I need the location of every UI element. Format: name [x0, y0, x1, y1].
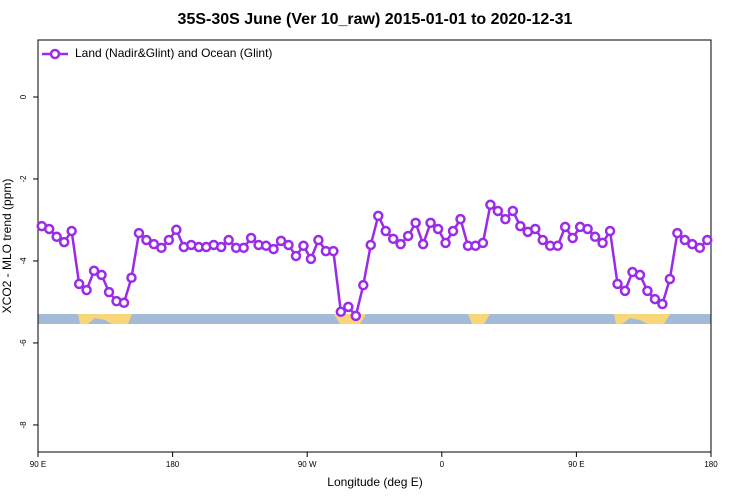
data-point — [283, 239, 294, 251]
data-point — [597, 237, 608, 249]
x-tick-label: 90 W — [298, 460, 317, 469]
legend-marker — [49, 48, 61, 60]
data-point — [485, 199, 496, 211]
data-point — [604, 225, 616, 237]
data-point — [350, 310, 362, 322]
data-point — [612, 278, 623, 290]
data-point — [343, 301, 354, 313]
data-point — [657, 298, 668, 310]
data-point — [642, 285, 653, 297]
data-point — [380, 225, 391, 237]
data-point — [387, 233, 399, 245]
data-point — [118, 297, 130, 309]
data-point — [477, 237, 489, 249]
data-point — [88, 265, 100, 277]
data-point — [58, 236, 70, 248]
data-point — [163, 234, 175, 246]
data-point — [619, 285, 631, 297]
legend-label: Land (Nadir&Glint) and Ocean (Glint) — [75, 46, 272, 60]
data-point — [402, 230, 414, 242]
data-point — [141, 234, 152, 246]
data-point — [432, 223, 444, 235]
data-point — [298, 240, 309, 252]
plot-frame — [37, 39, 712, 453]
data-point — [51, 231, 62, 243]
x-tick-label: 90 E — [30, 460, 46, 469]
y-tick-label: -2 — [19, 175, 28, 183]
y-tick-label: -4 — [19, 257, 28, 265]
data-point — [365, 239, 377, 251]
data-point — [440, 237, 451, 249]
data-point — [313, 234, 324, 246]
data-point — [552, 240, 563, 252]
data-point — [171, 224, 182, 236]
data-point — [223, 234, 234, 246]
y-axis-label: XCO2 - MLO trend (ppm) — [0, 179, 14, 314]
data-point — [694, 242, 706, 254]
data-point — [672, 227, 683, 239]
land-shape — [614, 314, 670, 324]
x-tick-label: 180 — [166, 460, 180, 469]
data-point — [133, 227, 145, 239]
data-point — [305, 253, 317, 265]
data-point — [500, 213, 511, 225]
data-point — [358, 279, 369, 291]
data-point — [395, 238, 406, 250]
data-point — [492, 205, 504, 217]
data-point — [103, 286, 115, 298]
land-shape — [78, 314, 132, 324]
chart-title: 35S-30S June (Ver 10_raw) 2015-01-01 to … — [178, 11, 573, 28]
y-tick-label: -6 — [19, 339, 28, 347]
data-point — [238, 242, 249, 254]
data-point — [81, 284, 92, 296]
data-point — [515, 220, 526, 232]
data-point — [73, 278, 85, 290]
data-point — [567, 232, 578, 244]
data-point — [335, 306, 347, 318]
data-point — [634, 269, 646, 281]
data-point — [372, 210, 384, 222]
land-ocean-strip — [38, 314, 711, 324]
data-point — [702, 234, 713, 246]
data-point — [96, 269, 107, 281]
land-shape — [468, 314, 490, 324]
data-point — [582, 223, 593, 235]
data-point — [66, 225, 77, 237]
x-tick-label: 0 — [440, 460, 445, 469]
y-tick-label: -8 — [19, 421, 28, 429]
data-point — [664, 273, 676, 285]
data-point — [537, 234, 548, 246]
data-point — [410, 217, 421, 229]
x-axis-label: Longitude (deg E) — [327, 475, 422, 489]
data-point — [455, 213, 466, 225]
data-point — [290, 250, 302, 262]
data-point — [245, 232, 257, 244]
data-point — [126, 272, 137, 284]
data-point — [417, 238, 429, 250]
data-point — [530, 223, 541, 235]
x-tick-label: 90 E — [568, 460, 584, 469]
x-tick-label: 180 — [704, 460, 718, 469]
data-point — [156, 242, 167, 254]
data-point — [328, 245, 339, 257]
data-point — [215, 241, 227, 253]
y-tick-label: 0 — [19, 94, 28, 99]
data-point — [649, 293, 661, 305]
data-point — [425, 217, 436, 229]
data-point — [559, 221, 571, 233]
data-point — [447, 225, 459, 237]
data-point — [589, 231, 601, 243]
data-point — [507, 205, 519, 217]
data-point — [268, 243, 279, 255]
data-point — [275, 235, 287, 247]
ocean-strip — [38, 314, 711, 324]
data-point — [679, 234, 691, 246]
data-point — [43, 223, 55, 235]
